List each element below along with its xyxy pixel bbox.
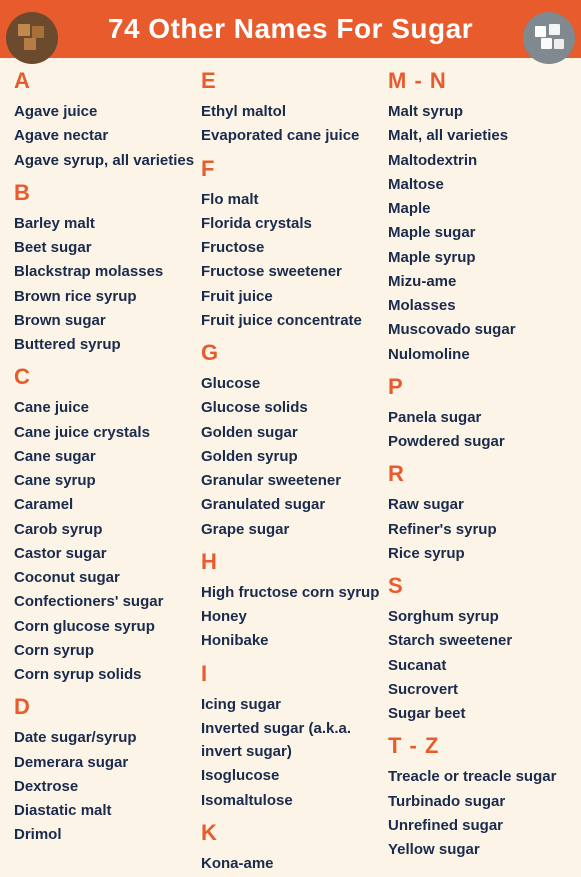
list-item: Brown rice syrup bbox=[14, 285, 195, 308]
list-item: Caramel bbox=[14, 493, 195, 516]
list-item: Fruit juice concentrate bbox=[201, 309, 382, 332]
list-item: Fruit juice bbox=[201, 285, 382, 308]
list-item: Agave syrup, all varieties bbox=[14, 149, 195, 172]
list-item: Malt, all varieties bbox=[388, 124, 569, 147]
section-letter: B bbox=[14, 180, 195, 206]
list-item: Honey bbox=[201, 605, 382, 628]
section-letter: E bbox=[201, 68, 382, 94]
list-item: Drimol bbox=[14, 823, 195, 846]
list-item: Date sugar/syrup bbox=[14, 726, 195, 749]
content-area: A Agave juiceAgave nectarAgave syrup, all… bbox=[0, 58, 581, 876]
list-item: Inverted sugar (a.k.a. invert sugar) bbox=[201, 717, 382, 764]
list-item: Nulomoline bbox=[388, 343, 569, 366]
list-item: Barley malt bbox=[14, 212, 195, 235]
list-item: Malt syrup bbox=[388, 100, 569, 123]
list-item: Corn syrup bbox=[14, 639, 195, 662]
list-item: High fructose corn syrup bbox=[201, 581, 382, 604]
list-item: Honibake bbox=[201, 629, 382, 652]
list-item: Maltose bbox=[388, 173, 569, 196]
section-letter: K bbox=[201, 820, 382, 846]
list-item: Coconut sugar bbox=[14, 566, 195, 589]
list-item: Sorghum syrup bbox=[388, 605, 569, 628]
section-letter: G bbox=[201, 340, 382, 366]
section-letter: M - N bbox=[388, 68, 569, 94]
list-item: Granular sweetener bbox=[201, 469, 382, 492]
section-letter: F bbox=[201, 156, 382, 182]
list-item: Icing sugar bbox=[201, 693, 382, 716]
list-item: Corn syrup solids bbox=[14, 663, 195, 686]
list-item: Brown sugar bbox=[14, 309, 195, 332]
column-1: A Agave juiceAgave nectarAgave syrup, all… bbox=[14, 68, 195, 876]
section-letter: S bbox=[388, 573, 569, 599]
list-item: Granulated sugar bbox=[201, 493, 382, 516]
section-letter: P bbox=[388, 374, 569, 400]
list-item: Raw sugar bbox=[388, 493, 569, 516]
column-3: M - N Malt syrupMalt, all varietiesMaltod… bbox=[388, 68, 569, 876]
list-item: Maple bbox=[388, 197, 569, 220]
list-item: Starch sweetener bbox=[388, 629, 569, 652]
section-letter: H bbox=[201, 549, 382, 575]
list-item: Golden sugar bbox=[201, 421, 382, 444]
list-item: Cane syrup bbox=[14, 469, 195, 492]
list-item: Demerara sugar bbox=[14, 751, 195, 774]
list-item: Cane sugar bbox=[14, 445, 195, 468]
list-item: Fructose sweetener bbox=[201, 260, 382, 283]
list-item: Ethyl maltol bbox=[201, 100, 382, 123]
page-title: 74 Other Names For Sugar bbox=[108, 13, 473, 45]
list-item: Dextrose bbox=[14, 775, 195, 798]
list-item: Glucose solids bbox=[201, 396, 382, 419]
list-item: Flo malt bbox=[201, 188, 382, 211]
list-item: Isoglucose bbox=[201, 764, 382, 787]
list-item: Panela sugar bbox=[388, 406, 569, 429]
section-letter: I bbox=[201, 661, 382, 687]
list-item: Blackstrap molasses bbox=[14, 260, 195, 283]
list-item: Grape sugar bbox=[201, 518, 382, 541]
list-item: Cane juice bbox=[14, 396, 195, 419]
header-bar: 74 Other Names For Sugar bbox=[0, 0, 581, 58]
section-letter: D bbox=[14, 694, 195, 720]
list-item: Agave nectar bbox=[14, 124, 195, 147]
list-item: Kona-ame bbox=[201, 852, 382, 875]
list-item: Maple sugar bbox=[388, 221, 569, 244]
list-item: Molasses bbox=[388, 294, 569, 317]
column-2: E Ethyl maltolEvaporated cane juice F Flo m… bbox=[201, 68, 382, 876]
list-item: Agave juice bbox=[14, 100, 195, 123]
list-item: Refiner's syrup bbox=[388, 518, 569, 541]
list-item: Fructose bbox=[201, 236, 382, 259]
list-item: Powdered sugar bbox=[388, 430, 569, 453]
list-item: Buttered syrup bbox=[14, 333, 195, 356]
list-item: Maltodextrin bbox=[388, 149, 569, 172]
list-item: Corn glucose syrup bbox=[14, 615, 195, 638]
brown-sugar-icon bbox=[6, 12, 58, 64]
list-item: Sucrovert bbox=[388, 678, 569, 701]
list-item: Confectioners' sugar bbox=[14, 590, 195, 613]
list-item: Treacle or treacle sugar bbox=[388, 765, 569, 788]
list-item: Isomaltulose bbox=[201, 789, 382, 812]
list-item: Maple syrup bbox=[388, 246, 569, 269]
list-item: Sucanat bbox=[388, 654, 569, 677]
list-item: Yellow sugar bbox=[388, 838, 569, 861]
section-letter: T - Z bbox=[388, 733, 569, 759]
list-item: Evaporated cane juice bbox=[201, 124, 382, 147]
list-item: Cane juice crystals bbox=[14, 421, 195, 444]
list-item: Unrefined sugar bbox=[388, 814, 569, 837]
list-item: Muscovado sugar bbox=[388, 318, 569, 341]
section-letter: A bbox=[14, 68, 195, 94]
list-item: Diastatic malt bbox=[14, 799, 195, 822]
list-item: Turbinado sugar bbox=[388, 790, 569, 813]
list-item: Glucose bbox=[201, 372, 382, 395]
list-item: Golden syrup bbox=[201, 445, 382, 468]
list-item: Florida crystals bbox=[201, 212, 382, 235]
section-letter: C bbox=[14, 364, 195, 390]
list-item: Carob syrup bbox=[14, 518, 195, 541]
list-item: Castor sugar bbox=[14, 542, 195, 565]
list-item: Beet sugar bbox=[14, 236, 195, 259]
list-item: Rice syrup bbox=[388, 542, 569, 565]
list-item: Mizu-ame bbox=[388, 270, 569, 293]
list-item: Sugar beet bbox=[388, 702, 569, 725]
section-letter: R bbox=[388, 461, 569, 487]
white-sugar-icon bbox=[523, 12, 575, 64]
